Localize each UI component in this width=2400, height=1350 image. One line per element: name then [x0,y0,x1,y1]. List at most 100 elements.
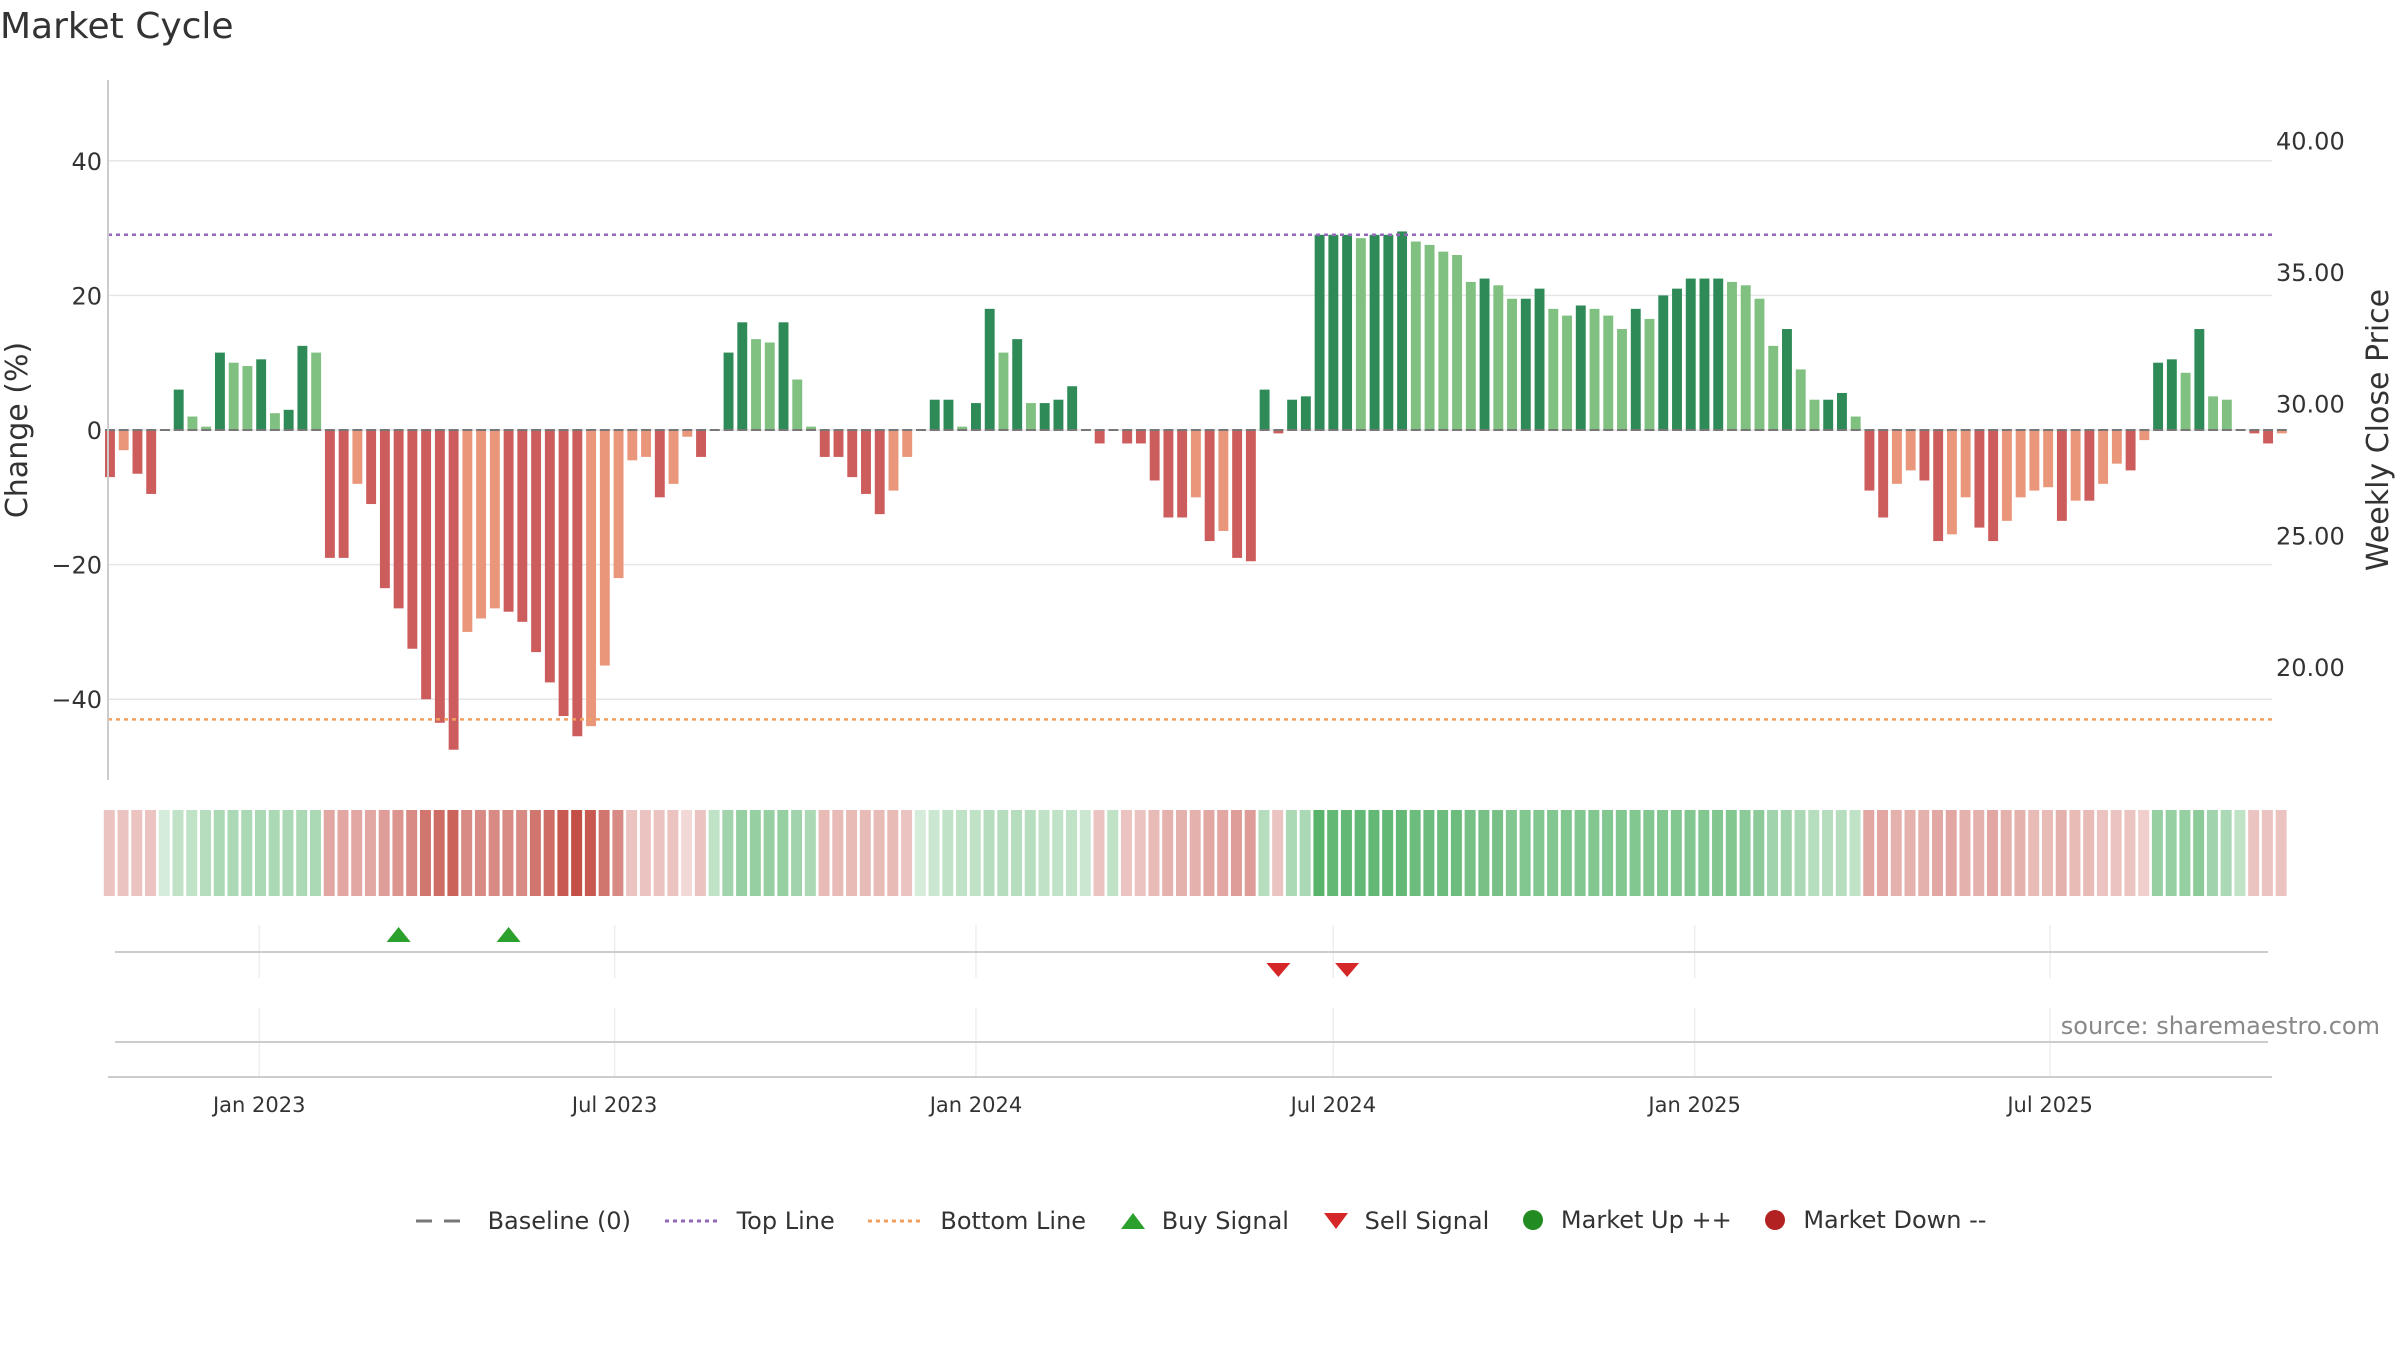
heat-cell [708,810,720,896]
heat-cell [337,810,349,896]
heat-cell [1189,810,1201,896]
legend-label: Market Up ++ [1560,1206,1732,1234]
heat-cell [2124,810,2136,896]
heat-cell [474,810,486,896]
change-bar [1713,278,1724,430]
legend-item-market-up: Market Up ++ [1521,1206,1732,1234]
change-bar [201,426,212,430]
legend-label: Buy Signal [1161,1207,1289,1235]
heat-cell [791,810,803,896]
heat-cell [2000,810,2012,896]
change-bar [1163,430,1174,518]
legend-item-market-down: Market Down -- [1763,1206,1986,1234]
y2-tick-label: 35.00 [2276,259,2345,287]
heat-cell [1547,810,1559,896]
heat-cell [1340,810,1352,896]
change-bar [764,342,775,430]
change-bar [531,430,542,653]
change-bar [2276,430,2287,434]
y-tick-label: −20 [51,552,102,580]
heat-cell [1148,810,1160,896]
change-bar [1122,430,1133,444]
y-axis-label: Change (%) [0,342,35,518]
legend-label: Bottom Line [940,1207,1087,1235]
heat-cell [681,810,693,896]
heat-cell [1024,810,1036,896]
heat-cell [378,810,390,896]
x-tick-label: Jul 2024 [1289,1093,1376,1117]
change-bar [1039,403,1050,430]
change-bar [1740,285,1751,430]
change-bar [2249,430,2260,434]
change-bar [957,426,968,430]
heat-cell [117,810,129,896]
heat-cell [1602,810,1614,896]
heat-cell [612,810,624,896]
heat-cell [2275,810,2287,896]
heat-cell [1478,810,1490,896]
change-bar [2153,362,2164,430]
change-bar [1149,430,1160,481]
heat-cell [2138,810,2150,896]
change-bar [1177,430,1188,518]
change-bar [668,430,679,484]
heat-cell [1890,810,1902,896]
change-bar [2221,399,2232,430]
heat-cell [956,810,968,896]
heat-cell [1574,810,1586,896]
change-bar [1575,305,1586,430]
change-bar [1617,329,1627,430]
heat-cell [2110,810,2122,896]
change-bar [1479,278,1490,430]
heat-cell [1038,810,1050,896]
y2-axis-label: Weekly Close Price [2361,289,2396,571]
heat-cell [1327,810,1339,896]
change-bar [256,359,267,430]
heat-cell [227,810,239,896]
heat-cell [213,810,225,896]
change-bar [737,322,748,430]
change-bar [1672,288,1682,430]
change-bar [1135,430,1146,444]
heat-cell [1739,810,1751,896]
heat-cell [2014,810,2026,896]
heat-cell [942,810,954,896]
heat-cell [419,810,431,896]
x-tick-label: Jan 2024 [928,1093,1023,1117]
change-bar [792,379,803,430]
heat-cell [268,810,280,896]
change-bar [338,430,349,558]
change-bar [1878,430,1889,518]
change-bar [242,366,253,430]
x-tick-label: Jul 2023 [570,1093,657,1117]
heat-cell [639,810,651,896]
heat-cell [1272,810,1284,896]
change-bar [118,430,129,451]
heat-cell [254,810,266,896]
heat-cell [584,810,596,896]
change-bar [269,413,280,430]
change-bar [1232,430,1243,558]
heat-cell [1959,810,1971,896]
heat-cell [103,810,115,896]
heat-cell [241,810,253,896]
heat-cell [1945,810,1957,896]
change-bar [324,430,335,558]
heat-cell [914,810,926,896]
heat-cell [1492,810,1504,896]
change-bar [2125,430,2136,471]
legend-item-baseline: Baseline (0) [414,1207,631,1235]
change-bar [1891,430,1902,484]
heat-cell [1822,810,1834,896]
change-bar [517,430,528,622]
heat-cell [1918,810,1930,896]
change-bar [1974,430,1985,528]
heat-cell [928,810,940,896]
heat-cell [1354,810,1366,896]
change-bar [1273,430,1284,434]
change-bar [2194,329,2205,430]
y2-tick-label: 40.00 [2276,128,2345,156]
legend-item-top-line: Top Line [663,1207,835,1235]
change-bar [476,430,487,619]
